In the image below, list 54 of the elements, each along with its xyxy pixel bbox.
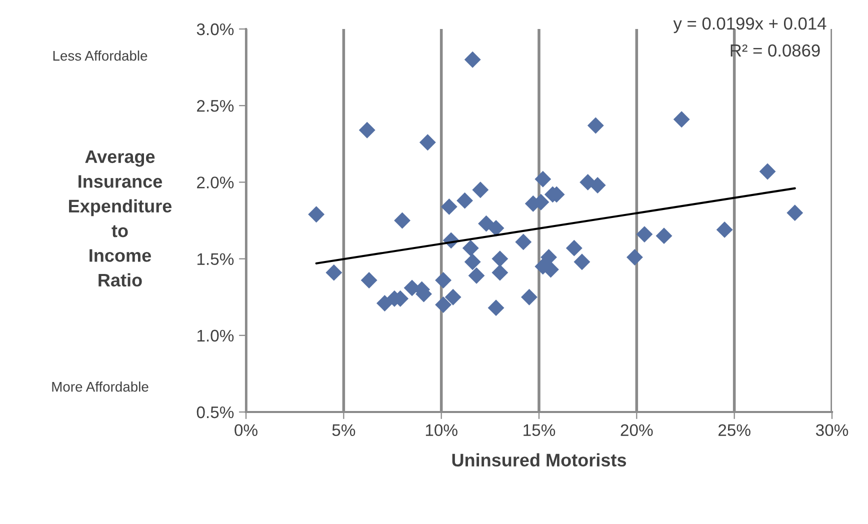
point bbox=[456, 192, 473, 209]
y-tick-label: 2.0% bbox=[197, 176, 234, 188]
point bbox=[360, 272, 378, 288]
point bbox=[488, 300, 504, 316]
x-tick-label: 20% bbox=[620, 424, 653, 436]
point bbox=[444, 288, 462, 306]
point bbox=[534, 170, 552, 188]
point bbox=[435, 272, 452, 288]
point bbox=[589, 177, 606, 194]
point bbox=[515, 234, 532, 250]
x-tick-label: 10% bbox=[426, 424, 458, 436]
point bbox=[587, 117, 604, 134]
point bbox=[468, 267, 485, 284]
point bbox=[464, 51, 481, 68]
point bbox=[492, 264, 508, 281]
point bbox=[488, 220, 504, 236]
point bbox=[759, 163, 776, 180]
x-tick-label: 5% bbox=[332, 424, 356, 436]
y-tick-label: 0.5% bbox=[196, 406, 234, 418]
point bbox=[462, 240, 479, 256]
point bbox=[540, 249, 557, 266]
y-tick-label: 2.5% bbox=[197, 100, 234, 112]
x-tick-label: 25% bbox=[718, 424, 750, 436]
x-tick-label: 30% bbox=[816, 424, 848, 436]
point bbox=[326, 264, 342, 281]
y-tick-label: 1.0% bbox=[197, 330, 234, 342]
text: Less Affordable bbox=[53, 50, 148, 61]
point bbox=[636, 226, 653, 243]
text: More Affordable bbox=[52, 382, 148, 392]
point bbox=[440, 198, 458, 215]
point bbox=[358, 122, 376, 138]
point bbox=[786, 204, 804, 222]
point bbox=[521, 288, 538, 306]
x-axis-title: Uninsured Motorists bbox=[452, 453, 626, 466]
point bbox=[626, 249, 643, 266]
x-tick-label: 15% bbox=[524, 424, 556, 436]
point bbox=[472, 182, 489, 198]
point bbox=[566, 240, 582, 256]
point bbox=[435, 296, 452, 313]
y-tick-label: 1.5% bbox=[197, 253, 234, 266]
point bbox=[673, 111, 690, 128]
point bbox=[464, 254, 481, 270]
point bbox=[492, 250, 508, 268]
point bbox=[574, 254, 590, 270]
annotation: y = 0.0199x + 0.014 bbox=[673, 17, 826, 34]
y-tick-label: 3.0% bbox=[196, 23, 234, 36]
point bbox=[419, 134, 436, 151]
y-axis-title: Average Insurance Expenditure to Income Ratio bbox=[69, 150, 172, 287]
point bbox=[716, 221, 733, 238]
point bbox=[656, 228, 672, 244]
x-tick-label: 0% bbox=[234, 424, 258, 436]
point bbox=[394, 212, 410, 229]
point bbox=[308, 206, 325, 223]
point bbox=[376, 295, 393, 312]
